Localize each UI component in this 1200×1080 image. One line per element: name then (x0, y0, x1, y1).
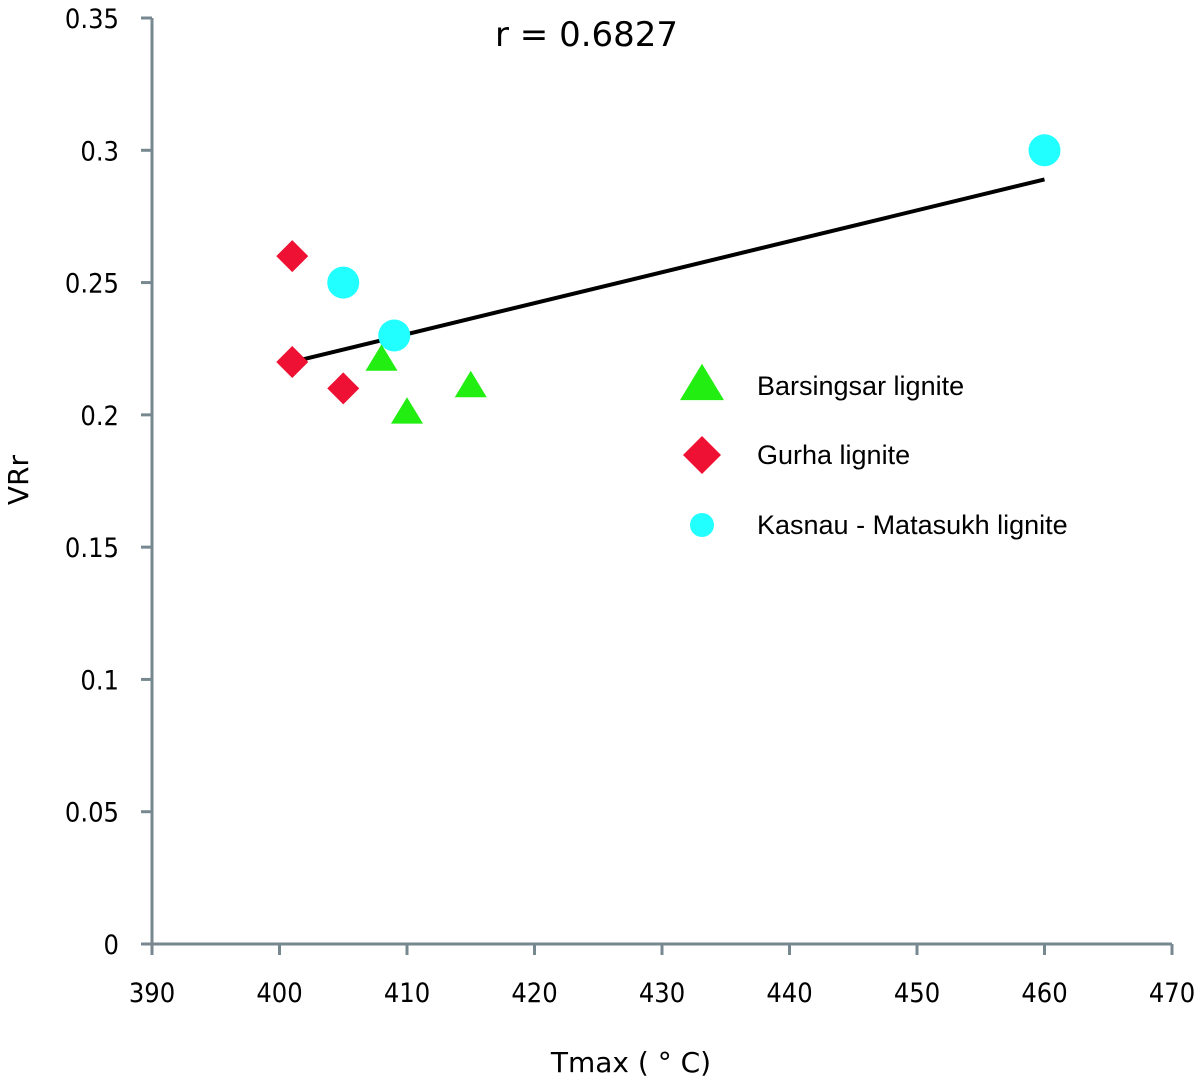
y-tick-label: 0.25 (65, 269, 119, 300)
legend-label: Kasnau - Matasukh lignite (757, 510, 1068, 540)
x-tick-labels: 390 400 410 420 430 440 450 460 470 (129, 978, 1195, 1009)
x-tick-label: 410 (384, 978, 430, 1009)
y-axis-label: VRr (2, 454, 35, 505)
y-tick-label: 0.05 (65, 798, 119, 829)
data-point-circle (1028, 134, 1061, 167)
x-tick-label: 390 (129, 978, 175, 1009)
legend-marker-triangle (680, 363, 724, 401)
data-point-triangle (454, 370, 487, 398)
x-tick-label: 470 (1149, 978, 1195, 1009)
data-point-circle (378, 319, 411, 352)
correlation-annotation: r = 0.6827 (495, 15, 678, 55)
trendline (291, 177, 1045, 364)
y-tick-label: 0.15 (65, 533, 119, 564)
y-tick-label: 0.1 (80, 665, 119, 696)
data-point-triangle (365, 344, 398, 371)
x-tick-label: 450 (894, 978, 940, 1009)
y-tick-label: 0 (104, 930, 119, 961)
legend: Barsingsar lignite Gurha lignite Kasnau - … (680, 363, 1068, 540)
x-tick-label: 440 (766, 978, 812, 1009)
x-tick-label: 460 (1021, 978, 1067, 1009)
legend-marker-circle (690, 513, 714, 537)
x-tick-label: 430 (639, 978, 685, 1009)
legend-label: Barsingsar lignite (757, 371, 964, 401)
data-point-diamond (327, 372, 360, 405)
y-tick-label: 0.35 (65, 4, 119, 35)
axes (141, 16, 1174, 955)
trendline-group (291, 177, 1045, 364)
data-point-circle (327, 266, 360, 299)
y-tick-label: 0.3 (80, 136, 119, 167)
data-point-diamond (276, 345, 309, 378)
legend-marker-diamond (683, 436, 721, 474)
x-tick-label: 420 (511, 978, 557, 1009)
y-tick-label: 0.2 (80, 401, 119, 432)
x-tick-label: 400 (256, 978, 302, 1009)
data-points (276, 134, 1061, 424)
x-axis-label: Tmax ( ° C) (550, 1046, 711, 1079)
data-point-triangle (391, 397, 423, 424)
y-tick-labels: 0 0.05 0.1 0.15 0.2 0.25 0.3 0.35 (65, 4, 119, 961)
data-point-diamond (276, 240, 309, 273)
legend-label: Gurha lignite (757, 440, 910, 470)
